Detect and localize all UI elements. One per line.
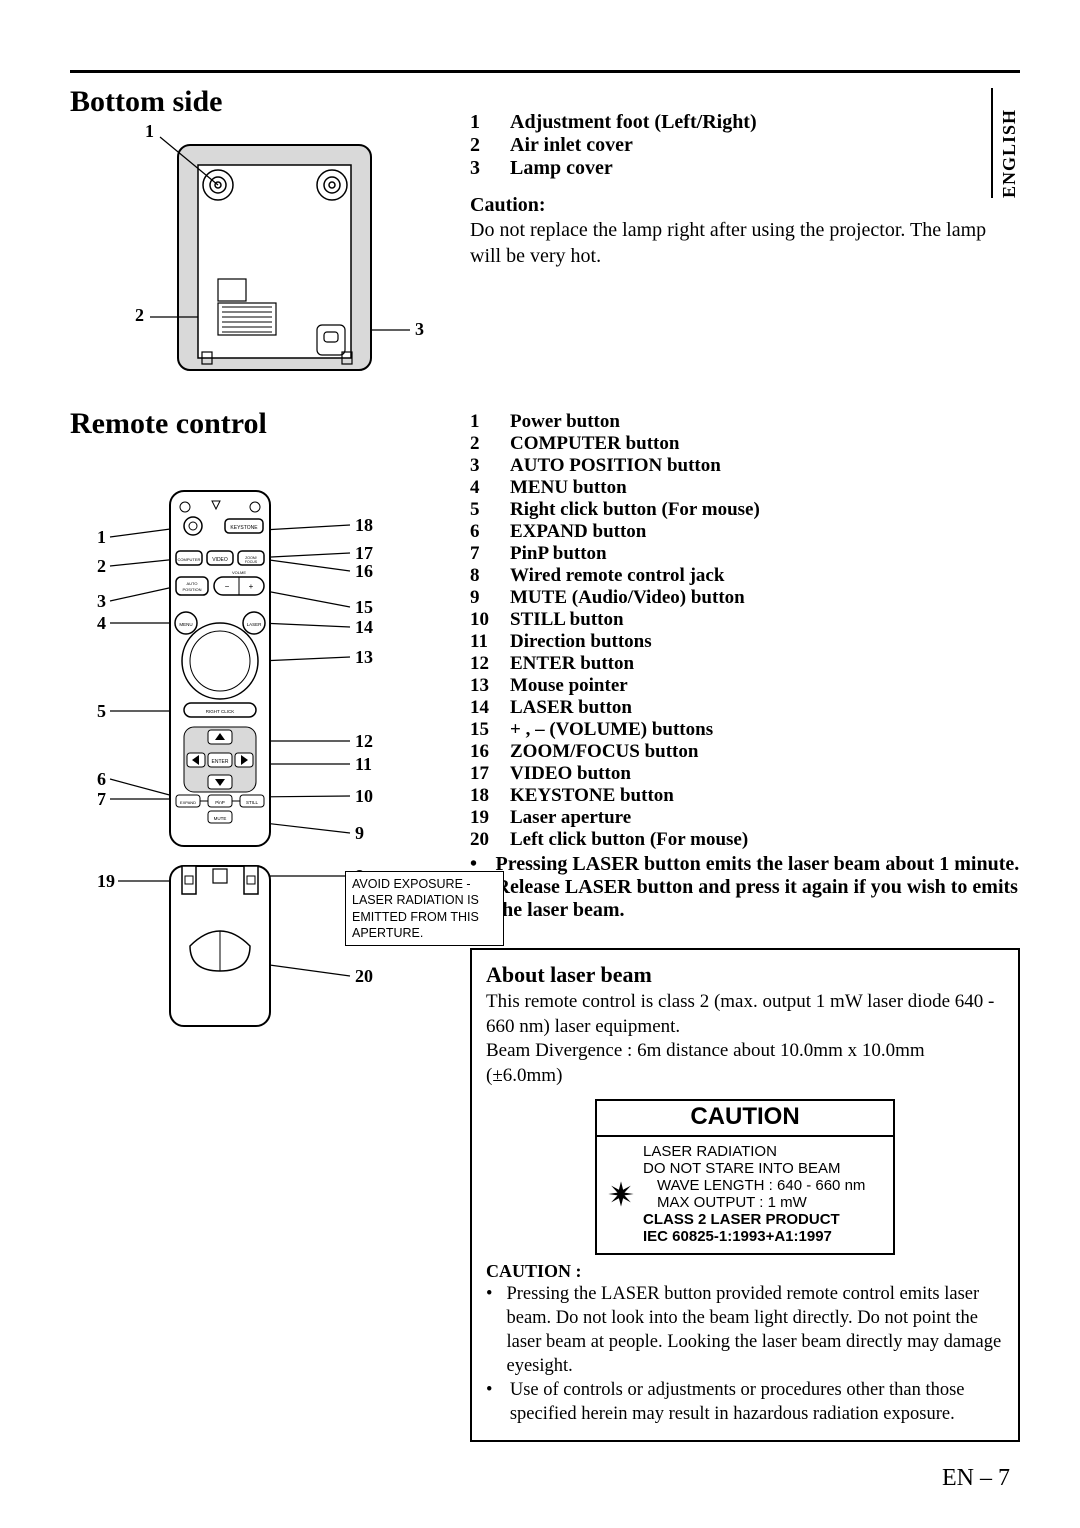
list-item: 16ZOOM/FOCUS button bbox=[470, 741, 1020, 763]
list-item: 19Laser aperture bbox=[470, 807, 1020, 829]
caution-label-title: CAUTION bbox=[595, 1099, 895, 1137]
list-item: 1Power button bbox=[470, 411, 1020, 433]
bullet-icon: • bbox=[486, 1378, 496, 1426]
language-tab: ENGLISH bbox=[991, 88, 1020, 198]
bottom-callout-2: 2 bbox=[135, 305, 144, 326]
list-item: 12ENTER button bbox=[470, 653, 1020, 675]
laser-label-line: DO NOT STARE INTO BEAM bbox=[643, 1160, 883, 1177]
laser-caution-label: CAUTION LASER RADIATION DO NOT STARE INT… bbox=[595, 1099, 895, 1255]
list-item: 17VIDEO button bbox=[470, 763, 1020, 785]
svg-text:−: − bbox=[225, 582, 230, 591]
svg-text:MENU: MENU bbox=[179, 622, 192, 627]
laser-label-line: CLASS 2 LASER PRODUCT bbox=[643, 1211, 883, 1228]
list-item: 1Adjustment foot (Left/Right) bbox=[470, 111, 1020, 134]
list-item: 4MENU button bbox=[470, 477, 1020, 499]
svg-text:MUTE: MUTE bbox=[214, 816, 227, 821]
list-item: 8Wired remote control jack bbox=[470, 565, 1020, 587]
list-item: 5Right click button (For mouse) bbox=[470, 499, 1020, 521]
svg-text:VIDEO: VIDEO bbox=[212, 557, 228, 563]
list-item: 14LASER button bbox=[470, 697, 1020, 719]
remote-control-diagram: 1 2 3 4 5 6 7 19 18 17 16 15 14 13 12 11… bbox=[155, 471, 405, 1031]
laser-caution-bullet: Use of controls or adjustments or proced… bbox=[510, 1378, 1004, 1426]
bottom-callout-3: 3 bbox=[415, 319, 424, 340]
list-item: 6EXPAND button bbox=[470, 521, 1020, 543]
laser-info-box: About laser beam This remote control is … bbox=[470, 948, 1020, 1442]
svg-text:VOLME: VOLME bbox=[232, 570, 246, 575]
laser-label-line: WAVE LENGTH : 640 - 660 nm bbox=[657, 1177, 883, 1194]
svg-text:AUTO: AUTO bbox=[186, 581, 197, 586]
svg-text:RIGHT CLICK: RIGHT CLICK bbox=[206, 709, 234, 714]
page-number: EN – 7 bbox=[942, 1465, 1010, 1492]
remote-heading: Remote control bbox=[70, 407, 440, 441]
bottom-side-diagram: 1 2 3 bbox=[155, 127, 405, 387]
list-item: 2COMPUTER button bbox=[470, 433, 1020, 455]
bottom-side-heading: Bottom side bbox=[70, 85, 440, 119]
svg-text:COMPUTER: COMPUTER bbox=[178, 557, 201, 562]
bottom-side-list: 1Adjustment foot (Left/Right) 2Air inlet… bbox=[470, 111, 1020, 180]
laser-body-1: This remote control is class 2 (max. out… bbox=[486, 990, 1004, 1039]
svg-text:FOCUS: FOCUS bbox=[245, 560, 258, 564]
bottom-callout-1: 1 bbox=[145, 121, 154, 142]
remote-note: Pressing LASER button emits the laser be… bbox=[496, 853, 1021, 922]
list-item: 18KEYSTONE button bbox=[470, 785, 1020, 807]
avoid-exposure-label: AVOID EXPOSURE - LASER RADIATION IS EMIT… bbox=[345, 871, 504, 946]
svg-text:+: + bbox=[249, 582, 254, 591]
svg-text:ENTER: ENTER bbox=[212, 759, 229, 765]
list-item: 13Mouse pointer bbox=[470, 675, 1020, 697]
list-item: 9MUTE (Audio/Video) button bbox=[470, 587, 1020, 609]
svg-text:EXPAND: EXPAND bbox=[180, 800, 196, 805]
laser-burst-icon bbox=[607, 1180, 635, 1208]
list-item: 3Lamp cover bbox=[470, 157, 1020, 180]
list-item: 15+ , – (VOLUME) buttons bbox=[470, 719, 1020, 741]
svg-text:KEYSTONE: KEYSTONE bbox=[230, 525, 258, 531]
list-item: 2Air inlet cover bbox=[470, 134, 1020, 157]
svg-text:PinP: PinP bbox=[215, 800, 225, 805]
list-item: 3AUTO POSITION button bbox=[470, 455, 1020, 477]
caution-heading: Caution: bbox=[470, 194, 1020, 217]
bullet-icon: • bbox=[486, 1282, 492, 1378]
laser-body-2: Beam Divergence : 6m distance about 10.0… bbox=[486, 1039, 1004, 1088]
svg-text:LASER: LASER bbox=[247, 622, 263, 627]
laser-caution-head: CAUTION : bbox=[486, 1261, 1004, 1282]
laser-label-line: LASER RADIATION bbox=[643, 1143, 883, 1160]
list-item: 20Left click button (For mouse) bbox=[470, 829, 1020, 851]
caution-body: Do not replace the lamp right after usin… bbox=[470, 217, 1020, 269]
laser-label-line: IEC 60825-1:1993+A1:1997 bbox=[643, 1228, 883, 1245]
remote-list: 1Power button2COMPUTER button3AUTO POSIT… bbox=[470, 411, 1020, 851]
svg-text:POSITION: POSITION bbox=[182, 587, 201, 592]
laser-caution-bullet: Pressing the LASER button provided remot… bbox=[506, 1282, 1004, 1378]
list-item: 10STILL button bbox=[470, 609, 1020, 631]
list-item: 7PinP button bbox=[470, 543, 1020, 565]
svg-text:STILL: STILL bbox=[246, 800, 259, 805]
list-item: 11Direction buttons bbox=[470, 631, 1020, 653]
laser-label-line: MAX OUTPUT : 1 mW bbox=[657, 1194, 883, 1211]
laser-heading: About laser beam bbox=[486, 962, 1004, 988]
